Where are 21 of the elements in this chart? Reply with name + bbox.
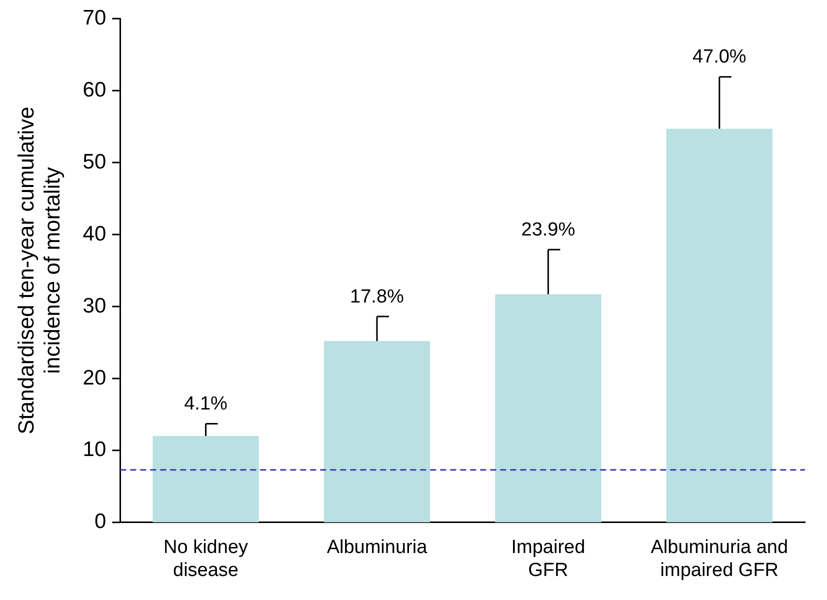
x-tick-label: No kidney disease: [164, 537, 248, 581]
annotation: 17.8%: [350, 286, 404, 308]
y-tick-label: 60: [82, 78, 106, 102]
y-tick-label: 0: [94, 510, 106, 534]
x-tick-label: Albuminuria: [326, 537, 428, 558]
annotation: 4.1%: [184, 394, 228, 415]
bar: [666, 128, 772, 522]
bar: [152, 436, 259, 522]
annotation: 47.0%: [692, 46, 746, 68]
y-axis-title: Standardised ten-year cumulative incidence of mortality: [13, 106, 65, 434]
y-tick-label: 10: [82, 438, 106, 462]
y-tick-label: 70: [82, 6, 106, 30]
annotation: 23.9%: [521, 219, 576, 240]
x-tick-label: Impaired GFR: [511, 537, 586, 581]
bar: [324, 341, 430, 522]
y-tick-label: 20: [82, 366, 106, 390]
bar: [495, 294, 602, 522]
y-tick-label: 30: [82, 294, 106, 318]
x-tick-label: Albuminuria and impaired GFR: [650, 537, 788, 581]
y-tick-label: 50: [82, 150, 106, 174]
y-tick-label: 40: [82, 222, 106, 246]
